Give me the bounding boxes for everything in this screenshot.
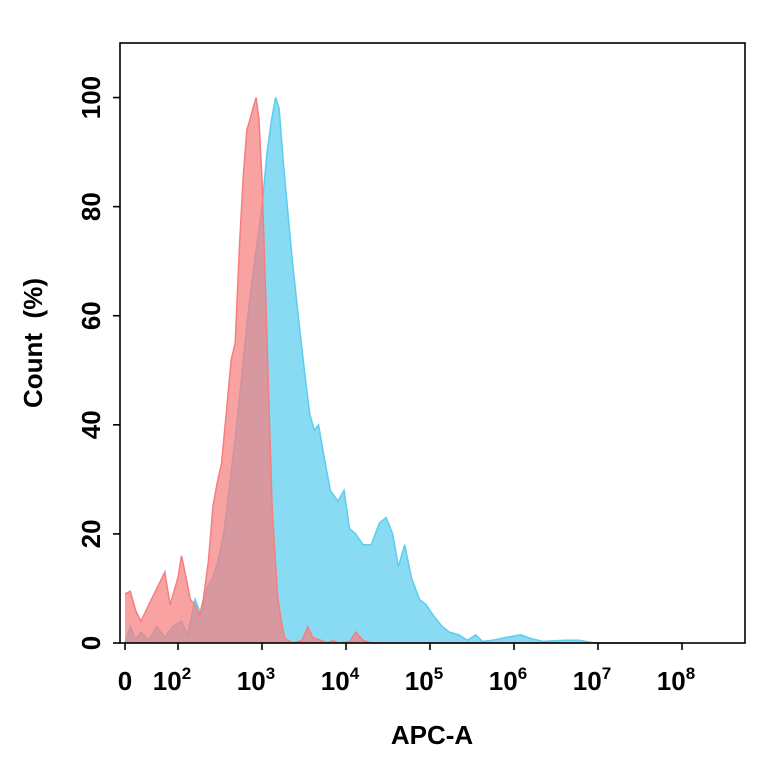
x-tick-label-1: 102 — [153, 664, 191, 696]
x-tick-label-4: 105 — [405, 664, 443, 696]
y-tick-label-3: 60 — [76, 301, 106, 330]
y-axis-title: Count (%) — [18, 278, 48, 408]
x-tick-label-2: 103 — [237, 664, 275, 696]
x-tick-label-3: 104 — [321, 664, 360, 696]
x-tick-label-7: 108 — [657, 664, 695, 696]
plot-frame — [119, 42, 746, 644]
series-layer — [124, 97, 682, 644]
y-tick-label-5: 100 — [76, 76, 106, 119]
x-axis-title: APC-A — [391, 720, 474, 750]
y-axis-ticks: 0 20 40 60 80 100 — [76, 76, 120, 650]
series-area-2 — [125, 97, 682, 643]
series-outline-2 — [124, 97, 682, 644]
y-tick-label-1: 20 — [76, 519, 106, 548]
y-tick-label-2: 40 — [76, 410, 106, 439]
y-tick-label-4: 80 — [76, 192, 106, 221]
x-tick-label-0: 0 — [118, 666, 132, 696]
x-tick-label-5: 106 — [489, 664, 527, 696]
x-axis-ticks: 0 102 103 104 105 106 107 108 — [118, 643, 695, 696]
y-tick-label-0: 0 — [76, 636, 106, 650]
x-tick-label-6: 107 — [573, 664, 611, 696]
axes-layer — [119, 42, 746, 644]
